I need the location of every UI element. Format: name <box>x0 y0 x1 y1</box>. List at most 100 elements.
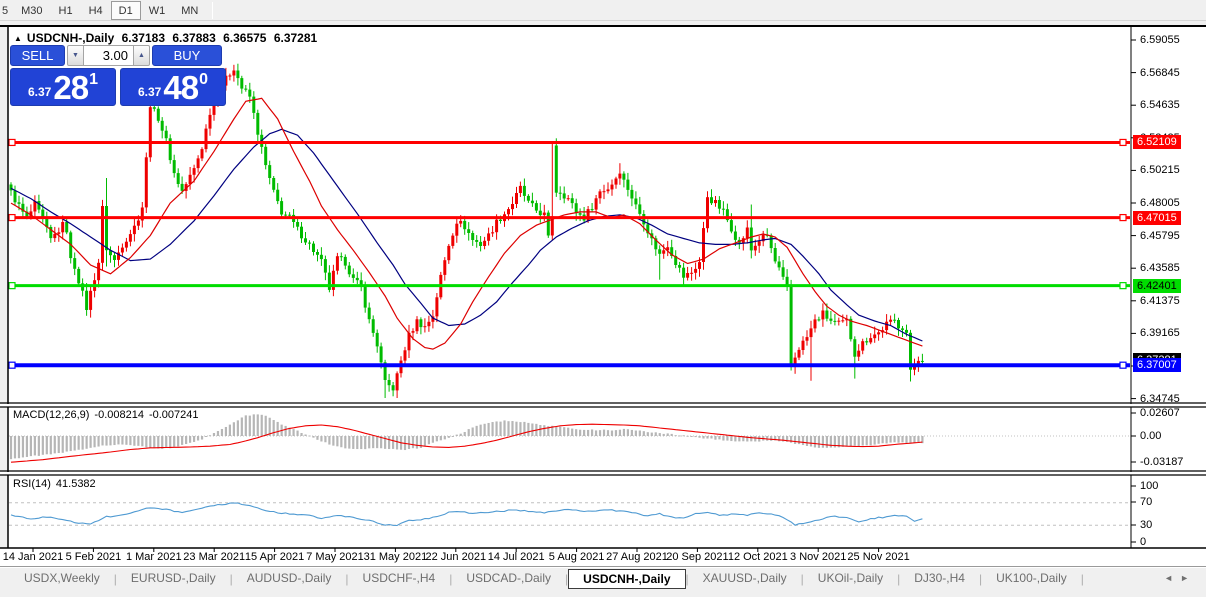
date-axis-label[interactable]: 1 Mar 2021 <box>125 551 182 563</box>
candle-body <box>256 112 260 135</box>
macd-bar <box>264 415 267 436</box>
candle-body <box>717 200 721 209</box>
candle-body <box>240 78 244 89</box>
hline-handle[interactable] <box>1119 213 1127 222</box>
collapse-panel-icon[interactable]: ▲ <box>14 34 22 43</box>
macd-bar <box>336 436 339 447</box>
macd-bar <box>320 436 323 442</box>
chart-tab-uk100-daily[interactable]: UK100-,Daily <box>996 571 1067 585</box>
macd-bar <box>861 436 864 446</box>
chart-tab-usdx-weekly[interactable]: USDX,Weekly <box>24 571 100 585</box>
macd-bar <box>853 436 856 446</box>
hline-handle[interactable] <box>1119 282 1127 290</box>
sell-button[interactable]: SELL <box>10 45 65 66</box>
macd-bar <box>252 414 255 436</box>
timeframe-button-5[interactable]: 5 <box>2 4 9 17</box>
macd-bar <box>479 424 482 436</box>
tab-scroll-left-icon[interactable]: ◄ <box>1164 573 1181 583</box>
hline-handle[interactable] <box>8 138 16 147</box>
timeframe-button-w1[interactable]: W1 <box>148 4 166 17</box>
hline-price-label: 6.47015 <box>1133 210 1181 225</box>
macd-bar <box>439 436 442 441</box>
sell-price-box[interactable]: 6.37 28 1 <box>10 68 116 106</box>
date-axis-label[interactable]: 31 May 2021 <box>363 551 428 563</box>
macd-bar <box>435 436 438 442</box>
candle-body <box>546 212 550 236</box>
tab-scroll-arrows[interactable]: ◄► <box>1164 573 1196 583</box>
macd-bar <box>499 421 502 436</box>
hline-handle[interactable] <box>8 282 16 290</box>
candle-body <box>507 209 510 215</box>
volume-decrease-button[interactable]: ▼ <box>67 45 84 66</box>
panel-divider[interactable] <box>0 472 1206 475</box>
macd-bar <box>893 436 896 443</box>
date-axis-label[interactable]: 12 Oct 2021 <box>727 551 788 563</box>
candle-body <box>248 89 252 97</box>
hline-handle[interactable] <box>8 361 16 369</box>
chart-tab-eurusd-daily[interactable]: EURUSD-,Daily <box>130 571 216 585</box>
date-axis-label[interactable]: 27 Aug 2021 <box>606 551 668 563</box>
macd-bar <box>328 436 331 445</box>
macd-bar <box>368 436 371 449</box>
date-axis-label[interactable]: 14 Jan 2021 <box>2 551 64 563</box>
macd-bar <box>256 414 259 436</box>
chart-tab-ukoil-daily[interactable]: UKOil-,Daily <box>817 571 884 585</box>
date-axis-label[interactable]: 22 Jun 2021 <box>425 551 487 563</box>
tab-scroll-right-icon[interactable]: ► <box>1180 573 1196 583</box>
macd-bar <box>626 429 629 436</box>
date-axis-label[interactable]: 25 Nov 2021 <box>847 551 910 563</box>
candle-body <box>554 145 558 193</box>
hline-handle[interactable] <box>1119 361 1127 369</box>
date-axis-label[interactable]: 23 Mar 2021 <box>183 551 246 563</box>
chart-tab-usdcnh-daily[interactable]: USDCNH-,Daily <box>568 569 686 589</box>
date-axis-label[interactable]: 7 May 2021 <box>306 551 364 563</box>
date-axis-label[interactable]: 14 Jul 2021 <box>487 551 545 563</box>
volume-input[interactable]: 3.00 <box>84 45 133 66</box>
candle-body <box>232 70 236 76</box>
candle-body <box>105 206 108 251</box>
date-axis-label[interactable]: 20 Sep 2021 <box>666 551 729 563</box>
candle-body <box>339 256 343 258</box>
candle-body <box>511 204 514 210</box>
timeframe-button-m30[interactable]: M30 <box>21 4 43 17</box>
candle-body <box>136 220 140 226</box>
timeframe-button-mn[interactable]: MN <box>181 4 199 17</box>
candle-body <box>518 185 522 193</box>
buy-button[interactable]: BUY <box>152 45 222 66</box>
date-axis-label[interactable]: 5 Aug 2021 <box>548 551 605 563</box>
date-axis-label[interactable]: 5 Feb 2021 <box>65 551 122 563</box>
chart-tab-usdcad-daily[interactable]: USDCAD-,Daily <box>466 571 552 585</box>
hline-handle[interactable] <box>1119 138 1127 147</box>
chart-tab-xauusd-daily[interactable]: XAUUSD-,Daily <box>702 571 787 585</box>
macd-bar <box>718 436 721 440</box>
macd-bar <box>913 436 916 443</box>
chart-tab-usdchf-h4[interactable]: USDCHF-,H4 <box>362 571 436 585</box>
candle-body <box>479 241 483 246</box>
date-axis-label[interactable]: 3 Nov 2021 <box>790 551 847 563</box>
macd-bar <box>224 426 228 436</box>
chart-tab-dj30-h4[interactable]: DJ30-,H4 <box>914 571 965 585</box>
rsi-axis-label: 0 <box>1140 536 1147 548</box>
macd-bar <box>503 420 506 436</box>
chart-tab-audusd-daily[interactable]: AUDUSD-,Daily <box>246 571 332 585</box>
panel-divider[interactable] <box>0 404 1206 407</box>
candle-body <box>729 220 733 232</box>
candle-body <box>526 195 530 201</box>
timeframe-button-h4[interactable]: H4 <box>88 4 103 17</box>
chart-ohlc-header: ▲ USDCNH-,Daily 6.37183 6.37883 6.36575 6… <box>14 31 321 45</box>
macd-bar <box>710 436 713 439</box>
tab-separator: | <box>113 572 117 586</box>
timeframe-button-h1[interactable]: H1 <box>58 4 73 17</box>
volume-increase-button[interactable]: ▲ <box>133 45 150 66</box>
timeframe-button-d1[interactable]: D1 <box>110 0 141 20</box>
candle-body <box>702 228 705 262</box>
buy-price-box[interactable]: 6.37 48 0 <box>120 68 226 106</box>
hline-handle[interactable] <box>8 213 16 222</box>
date-axis-label[interactable]: 15 Apr 2021 <box>244 551 305 563</box>
macd-bar <box>734 436 737 442</box>
macd-bar <box>431 436 434 443</box>
candle-body <box>335 256 339 271</box>
macd-bar <box>523 421 526 436</box>
